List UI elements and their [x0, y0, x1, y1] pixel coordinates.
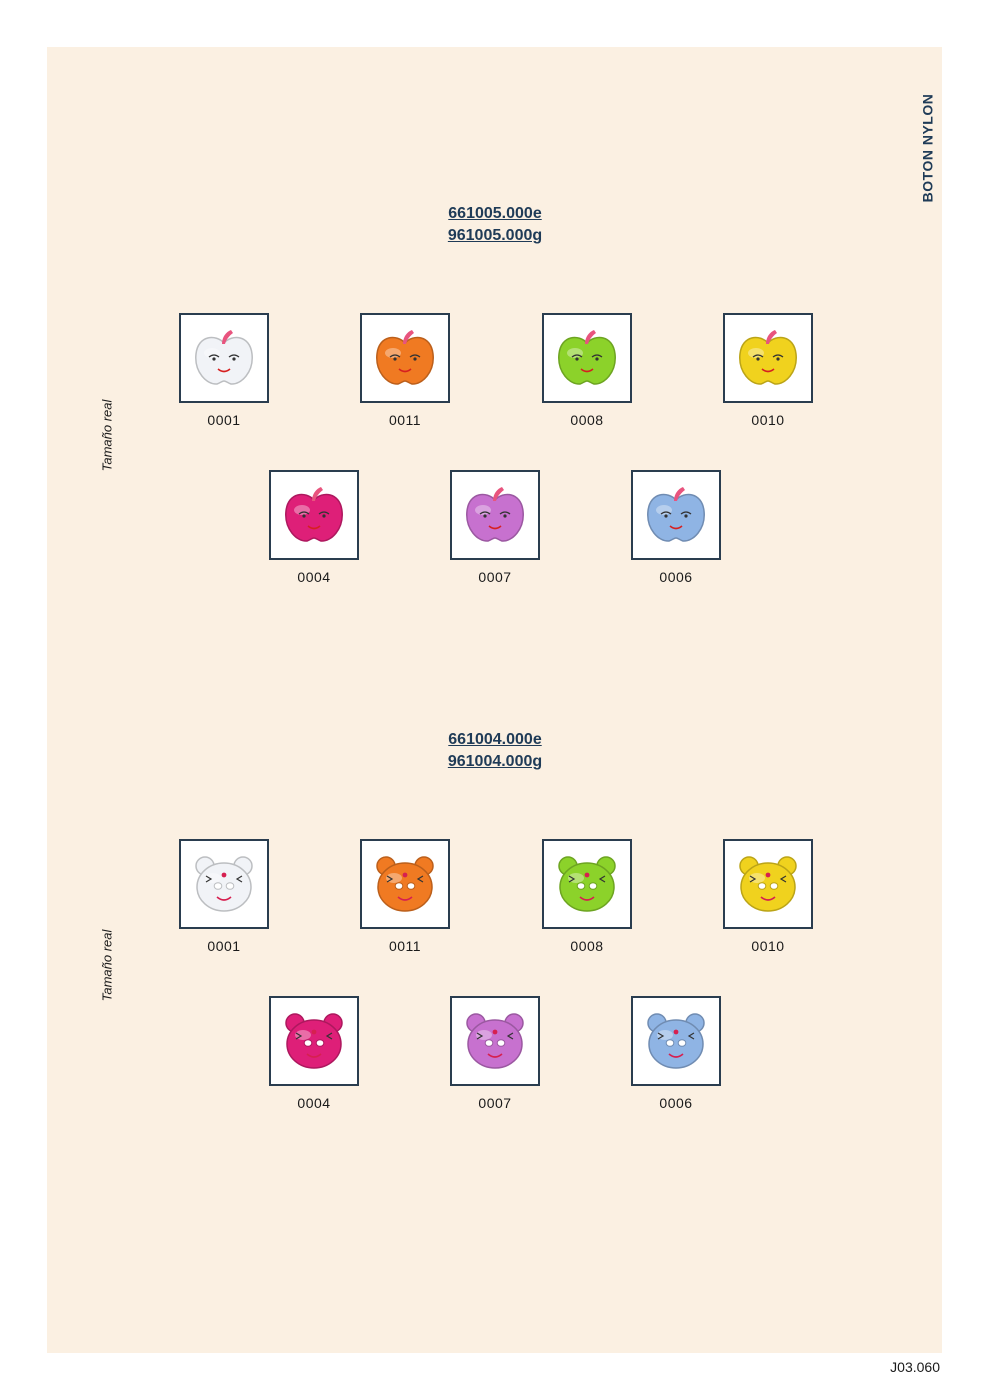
page-number: J03.060	[890, 1359, 940, 1375]
apple-face-button-icon	[360, 313, 450, 403]
size-note: Tamaño real	[99, 929, 115, 1001]
article-code: 961005.000g	[447, 227, 543, 244]
swatch-bear-0001: 0001	[179, 839, 269, 954]
swatch-bear-0008: 0008	[542, 839, 632, 954]
color-code: 0007	[478, 1095, 512, 1111]
product-category-title: BOTON NYLON	[919, 93, 936, 202]
article-code: 961004.000g	[447, 753, 543, 770]
swatch-bear-0006: 0006	[631, 996, 721, 1111]
color-code: 0010	[751, 412, 785, 428]
swatch-apple-0006: 0006	[631, 470, 721, 585]
color-code: 0007	[478, 569, 512, 585]
swatch-apple-0010: 0010	[723, 313, 813, 428]
color-code: 0006	[659, 569, 693, 585]
color-code: 0011	[388, 938, 422, 954]
color-code: 0001	[207, 938, 241, 954]
swatch-apple-0004: 0004	[269, 470, 359, 585]
apple-face-button-icon	[450, 470, 540, 560]
apple-face-button-icon	[542, 313, 632, 403]
swatch-bear-0004: 0004	[269, 996, 359, 1111]
apple-face-button-icon	[631, 470, 721, 560]
catalog-sheet	[47, 47, 942, 1353]
color-code: 0006	[659, 1095, 693, 1111]
bear-face-button-icon	[269, 996, 359, 1086]
bear-face-button-icon	[723, 839, 813, 929]
color-code: 0004	[297, 569, 331, 585]
color-code: 0001	[207, 412, 241, 428]
color-code: 0008	[570, 938, 604, 954]
size-note: Tamaño real	[99, 399, 115, 471]
color-code: 0010	[751, 938, 785, 954]
article-codes-bear: 661004.000e 961004.000g	[345, 729, 645, 773]
article-codes-apple: 661005.000e 961005.000g	[345, 203, 645, 247]
color-code: 0008	[570, 412, 604, 428]
bear-face-button-icon	[179, 839, 269, 929]
bear-face-button-icon	[450, 996, 540, 1086]
swatch-apple-0008: 0008	[542, 313, 632, 428]
swatch-apple-0011: 0011	[360, 313, 450, 428]
color-code: 0004	[297, 1095, 331, 1111]
bear-face-button-icon	[360, 839, 450, 929]
apple-face-button-icon	[723, 313, 813, 403]
article-code: 661004.000e	[448, 731, 542, 748]
color-code: 0011	[388, 412, 422, 428]
swatch-apple-0001: 0001	[179, 313, 269, 428]
article-code: 661005.000e	[448, 205, 542, 222]
swatch-apple-0007: 0007	[450, 470, 540, 585]
swatch-bear-0010: 0010	[723, 839, 813, 954]
bear-face-button-icon	[631, 996, 721, 1086]
apple-face-button-icon	[179, 313, 269, 403]
swatch-bear-0007: 0007	[450, 996, 540, 1111]
apple-face-button-icon	[269, 470, 359, 560]
bear-face-button-icon	[542, 839, 632, 929]
swatch-bear-0011: 0011	[360, 839, 450, 954]
